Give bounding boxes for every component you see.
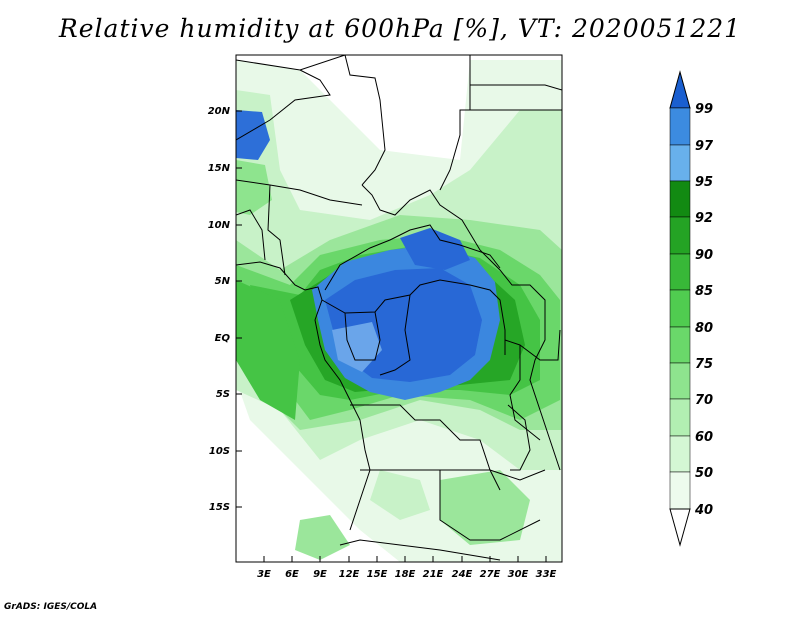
colorbar-swatch: [669, 362, 691, 400]
lat-tick-label: 15S: [209, 502, 230, 513]
colorbar-swatch: [669, 253, 691, 291]
lon-tick-label: 30E: [508, 569, 529, 580]
humidity-field: [236, 55, 562, 562]
colorbar-label: 80: [695, 321, 713, 336]
lat-tick-label: EQ: [215, 333, 231, 344]
lon-tick-label: 12E: [339, 569, 360, 580]
colorbar: 99 97 95 92 90 85 80 75 70 60 50 40: [669, 70, 714, 547]
lon-tick-label: 21E: [423, 569, 444, 580]
lon-tick-label: 15E: [367, 569, 388, 580]
colorbar-top-arrow: [669, 70, 691, 109]
colorbar-swatch: [669, 107, 691, 146]
lon-tick-label: 24E: [452, 569, 473, 580]
country-borders: [236, 55, 562, 561]
colorbar-label: 70: [695, 393, 713, 408]
lon-tick-label: 33E: [536, 569, 557, 580]
lat-tick-label: 20N: [208, 106, 231, 117]
lon-tick-label: 18E: [395, 569, 416, 580]
map-frame: [235, 54, 563, 563]
colorbar-swatch: [669, 180, 691, 218]
latitude-axis: 20N 15N 10N 5N EQ 5S 10S 15S: [208, 106, 242, 513]
colorbar-swatch: [669, 471, 691, 510]
colorbar-swatch: [669, 435, 691, 473]
lon-tick-label: 3E: [257, 569, 271, 580]
colorbar-swatch: [669, 326, 691, 364]
colorbar-label: 85: [695, 284, 713, 299]
colorbar-label: 92: [695, 211, 713, 226]
colorbar-label: 99: [695, 102, 713, 117]
lat-tick-label: 10N: [208, 220, 231, 231]
colorbar-label: 60: [695, 430, 713, 445]
colorbar-bottom-arrow: [669, 508, 691, 547]
colorbar-label: 95: [695, 175, 713, 190]
colorbar-swatch: [669, 216, 691, 255]
colorbar-swatch: [669, 144, 691, 182]
colorbar-label: 97: [695, 139, 714, 154]
lat-tick-label: 5N: [215, 276, 231, 287]
colorbar-swatch: [669, 398, 691, 437]
colorbar-label: 50: [695, 466, 713, 481]
lon-tick-label: 27E: [480, 569, 501, 580]
colorbar-label: 75: [695, 357, 713, 372]
colorbar-label: 90: [695, 248, 713, 263]
colorbar-label: 40: [694, 503, 713, 518]
lon-tick-label: 9E: [313, 569, 327, 580]
longitude-axis: 3E 6E 9E 12E 15E 18E 21E 24E 27E 30E 33E: [257, 556, 557, 580]
lat-tick-label: 10S: [209, 446, 230, 457]
lon-tick-label: 6E: [285, 569, 299, 580]
lat-tick-label: 15N: [208, 163, 231, 174]
footer-credit: GrADS: IGES/COLA: [4, 602, 98, 612]
chart-title: Relative humidity at 600hPa [%], VT: 202…: [58, 14, 742, 43]
colorbar-swatch: [669, 289, 691, 328]
lat-tick-label: 5S: [216, 389, 230, 400]
